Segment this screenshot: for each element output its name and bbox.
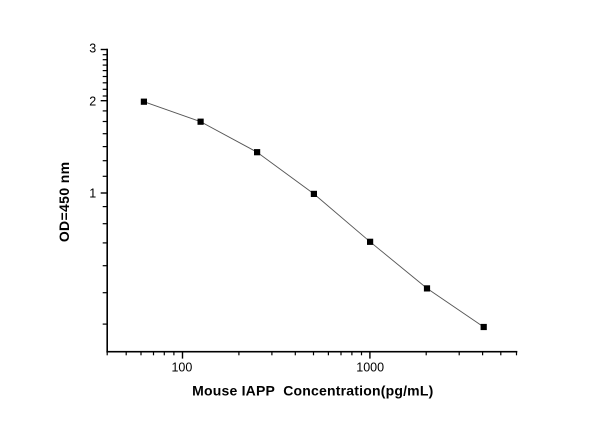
svg-text:100: 100	[171, 360, 192, 374]
svg-text:1000: 1000	[356, 360, 384, 374]
svg-text:3: 3	[89, 42, 96, 56]
svg-text:1: 1	[89, 186, 96, 200]
svg-text:OD=450 nm: OD=450 nm	[56, 162, 72, 243]
svg-text:Mouse IAPP Concentration(pg/m: Mouse IAPP Concentration(pg/mL)	[192, 383, 433, 399]
svg-text:2: 2	[89, 94, 96, 108]
